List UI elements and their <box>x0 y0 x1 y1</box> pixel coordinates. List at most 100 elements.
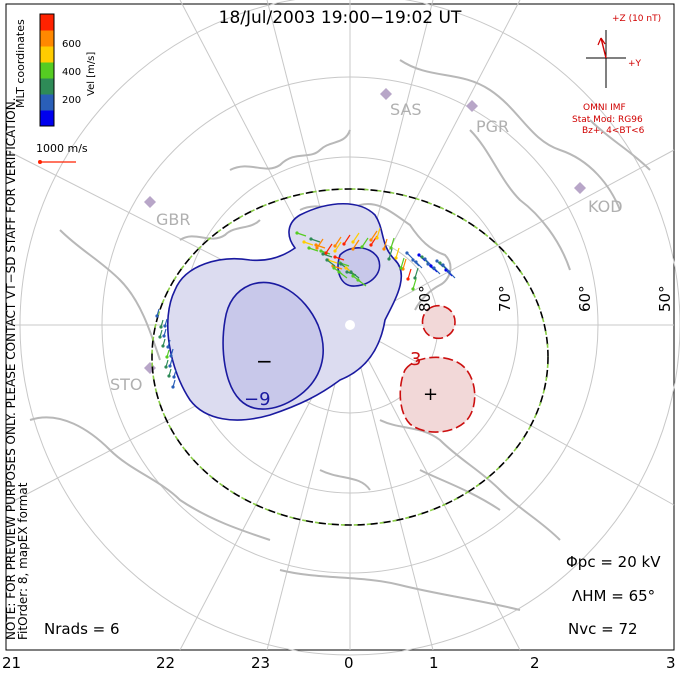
velocity-vector <box>390 237 395 249</box>
colorbar-block <box>40 30 54 47</box>
negative-contour-inner <box>222 281 324 410</box>
velocity-vector <box>414 267 419 279</box>
velocity-vector <box>338 271 348 279</box>
colorbar-block <box>40 78 54 95</box>
velocity-vector-origin <box>382 247 386 251</box>
velocity-vector-origin <box>345 270 349 274</box>
velocity-vector-origin <box>333 249 337 253</box>
latitude-labels: 80° 70° 60° 50° <box>416 285 674 312</box>
velocity-vector-origin <box>369 238 373 242</box>
velocity-vector-origin <box>369 243 373 247</box>
velocity-vector-origin <box>158 335 162 339</box>
velocity-vector <box>395 247 400 259</box>
velocity-vector-origin <box>332 266 336 270</box>
velocity-vector-origin <box>167 374 171 378</box>
velocity-vectors <box>155 227 456 389</box>
colorbar-tick-400: 400 <box>62 67 81 78</box>
velocity-vector-origin <box>307 246 311 250</box>
velocity-vector <box>400 257 405 269</box>
velocity-vector <box>343 234 351 245</box>
positive-cell: 3 + <box>399 304 476 433</box>
velocity-vector-origin <box>169 354 173 358</box>
fit-order-note: FitOrder: 8, mapEX format <box>16 482 30 640</box>
negative-cell: −9 − <box>167 202 403 421</box>
velocity-vector-origin <box>405 251 409 255</box>
velocity-vector-origin <box>394 256 398 260</box>
velocity-vector-origin <box>337 270 341 274</box>
mlt-labels: 21 22 23 0 1 2 3 <box>2 654 676 672</box>
imf-clock: +Z (10 nT) +Y OMNI IMF Stat Mod: RG96 Bz… <box>572 14 661 136</box>
mlt-label-23: 23 <box>251 654 270 672</box>
colorbar-block <box>40 14 54 31</box>
velocity-vector-origin <box>375 236 379 240</box>
velocity-vector-origin <box>164 365 168 369</box>
coordinates-label: MLT coordinates <box>14 19 27 108</box>
radar-label-pgr: PGR <box>476 117 509 136</box>
velocity-vector-origin <box>325 258 329 262</box>
velocity-vector-origin <box>435 259 439 263</box>
contour-label-minus9: −9 <box>244 389 271 410</box>
velocity-colorbar: 600 400 200 Vel [m/s] <box>39 13 97 127</box>
velocity-vector-origin <box>324 251 328 255</box>
velocity-vector-origin <box>163 324 167 328</box>
velocity-vector-origin <box>389 246 393 250</box>
velocity-vector-origin <box>333 255 337 259</box>
stat-lambda-hm: ΛHM = 65° <box>572 587 656 605</box>
velocity-vector <box>334 241 342 252</box>
velocity-vector-origin <box>360 245 364 249</box>
negative-contour-small <box>337 247 381 287</box>
velocity-vector-origin <box>423 257 427 261</box>
latitude-label-50: 50° <box>656 285 674 312</box>
plot-frame <box>5 3 675 651</box>
radar-label-gbr: GBR <box>156 210 191 229</box>
colorbar-block <box>40 110 54 127</box>
positive-cell-marker: + <box>423 384 438 405</box>
radar-site-sas: SAS <box>380 88 422 119</box>
velocity-vector-origin <box>161 344 165 348</box>
velocity-vector-origin <box>155 314 159 318</box>
radar-site-pgr: PGR <box>466 100 509 136</box>
velocity-vector-origin <box>406 277 410 281</box>
velocity-vector <box>370 230 378 241</box>
velocity-vector-origin <box>414 260 418 264</box>
velocity-vector-origin <box>429 264 433 268</box>
mlt-label-21: 21 <box>2 654 21 672</box>
imf-source: OMNI IMF <box>583 103 626 113</box>
velocity-vector-origin <box>399 266 403 270</box>
velocity-vector <box>412 278 417 290</box>
colorbar-tick-600: 600 <box>62 39 81 50</box>
velocity-vector-origin <box>387 257 391 261</box>
radar-label-kod: KOD <box>588 197 623 216</box>
velocity-vector-origin <box>351 274 355 278</box>
velocity-vector-origin <box>432 266 436 270</box>
mlt-label-3: 3 <box>666 654 676 672</box>
stat-n-vc: Nvc = 72 <box>568 620 638 638</box>
velocity-vector <box>326 259 336 267</box>
mlt-label-22: 22 <box>156 654 175 672</box>
velocity-vector <box>325 243 333 254</box>
velocity-vector-origin <box>314 243 318 247</box>
radar-label-sas: SAS <box>390 100 422 119</box>
velocity-vector-origin <box>162 334 166 338</box>
velocity-vector-origin <box>438 261 442 265</box>
velocity-vector-origin <box>342 242 346 246</box>
colorbar-block <box>40 94 54 111</box>
velocity-vector-origin <box>319 249 323 253</box>
radar-site-gbr: GBR <box>144 196 191 229</box>
imf-model: Stat Mod: RG96 <box>572 115 643 125</box>
velocity-vector-origin <box>165 355 169 359</box>
latitude-label-60: 60° <box>576 285 594 312</box>
colorbar-block <box>40 62 54 79</box>
velocity-vector <box>357 279 367 287</box>
velocity-vector-origin <box>420 255 424 259</box>
velocity-vector <box>407 268 412 280</box>
velocity-vector <box>383 238 388 250</box>
velocity-scale-label: 1000 m/s <box>36 142 88 155</box>
velocity-vector <box>316 238 324 249</box>
colorbar-tick-200: 200 <box>62 95 81 106</box>
radar-site-sto: STO <box>110 362 156 394</box>
colorbar-block <box>40 46 54 63</box>
stat-phi-pc: Φpc = 20 kV <box>566 553 661 571</box>
velocity-vector-origin <box>159 325 163 329</box>
mlt-label-1: 1 <box>429 654 439 672</box>
